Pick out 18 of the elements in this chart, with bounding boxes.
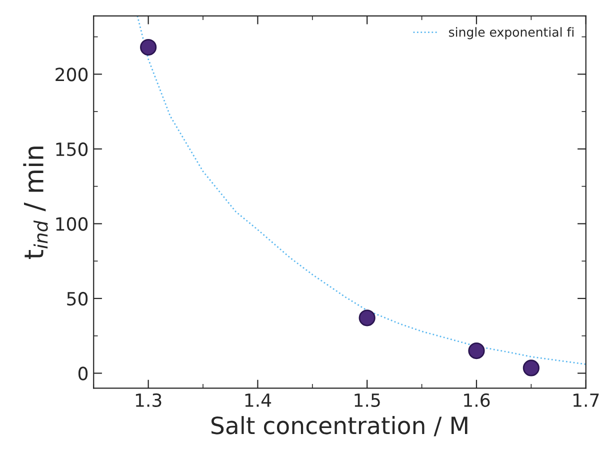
point <box>140 38 157 56</box>
line-series <box>136 16 586 365</box>
point <box>358 310 376 326</box>
x-tick-label: 1.3 <box>136 393 162 408</box>
y-tick-label: 100 <box>56 217 88 231</box>
x-tick-label: 1.4 <box>245 394 272 407</box>
y-axis-title: t$_{ind}$ / min <box>23 146 48 259</box>
y-tick-label: 200 <box>56 68 88 82</box>
y-tick-label: 150 <box>56 142 88 156</box>
y-tick-label: 0 <box>78 366 88 380</box>
point <box>468 342 485 360</box>
point <box>522 360 540 376</box>
y-tick-label: 50 <box>67 292 88 306</box>
x-tick-label: 1.7 <box>574 394 599 407</box>
legend-label: single exponential fi <box>448 27 574 40</box>
x-tick-label: 1.6 <box>464 393 490 408</box>
x-axis-title: Salt concentration / M <box>211 416 468 436</box>
x-tick-label: 1.5 <box>354 394 380 408</box>
